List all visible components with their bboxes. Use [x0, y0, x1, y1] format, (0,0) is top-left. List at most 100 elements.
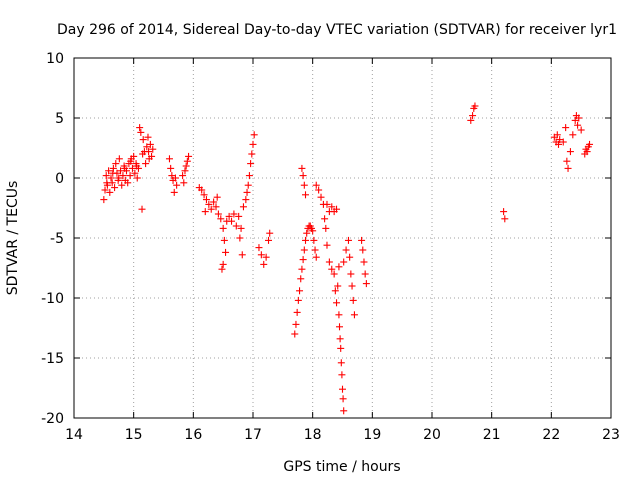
data-point — [167, 164, 175, 172]
data-point — [563, 157, 571, 165]
data-point — [235, 212, 243, 220]
data-point — [336, 335, 344, 343]
data-point — [266, 229, 274, 237]
x-axis-label: GPS time / hours — [283, 459, 400, 475]
data-point — [230, 210, 238, 218]
data-point — [312, 181, 320, 189]
data-point — [323, 200, 331, 208]
data-point — [297, 275, 305, 283]
data-point — [559, 138, 567, 146]
data-point — [331, 287, 339, 295]
data-point — [255, 244, 263, 252]
y-tick-labels: -20 -15 -10 -5 0 5 10 — [41, 51, 64, 427]
data-point — [328, 265, 336, 273]
data-point — [311, 246, 319, 254]
data-point — [262, 253, 270, 261]
data-points — [100, 102, 594, 415]
data-point — [237, 224, 245, 232]
data-point — [586, 140, 594, 148]
data-point — [144, 133, 152, 141]
data-point — [225, 212, 233, 220]
data-point — [245, 172, 253, 180]
data-point — [148, 152, 156, 160]
data-point — [200, 191, 208, 199]
data-point — [101, 186, 109, 194]
data-point — [171, 174, 179, 182]
data-point — [106, 188, 114, 196]
x-tick-label: 17 — [244, 427, 262, 443]
data-point — [309, 227, 317, 235]
data-point — [210, 198, 218, 206]
x-tick-label: 16 — [184, 427, 202, 443]
x-tick-label: 21 — [483, 427, 501, 443]
data-point — [242, 196, 250, 204]
data-point — [139, 136, 147, 144]
data-point — [299, 172, 307, 180]
data-point — [334, 282, 342, 290]
x-tick-label: 15 — [125, 427, 143, 443]
data-point — [323, 241, 331, 249]
data-point — [121, 164, 129, 172]
x-tick-labels: 14 15 16 17 18 19 20 21 22 23 — [65, 427, 620, 443]
data-point — [564, 164, 572, 172]
data-point — [146, 140, 154, 148]
data-point — [130, 152, 138, 160]
data-point — [469, 112, 477, 120]
data-point — [109, 164, 117, 172]
data-point — [105, 167, 113, 175]
data-point — [220, 236, 228, 244]
data-point — [219, 260, 227, 268]
data-point — [335, 311, 343, 319]
data-point — [202, 196, 210, 204]
x-tick-label: 20 — [423, 427, 441, 443]
grid-lines — [74, 58, 611, 418]
data-point — [294, 296, 302, 304]
data-point — [299, 256, 307, 264]
data-point — [350, 311, 358, 319]
data-point — [362, 280, 370, 288]
data-point — [181, 167, 189, 175]
data-point — [138, 205, 146, 213]
data-point — [500, 208, 508, 216]
y-tick-label: -5 — [50, 231, 64, 247]
data-point — [136, 124, 144, 132]
data-point — [137, 128, 145, 136]
data-point — [183, 157, 191, 165]
data-point — [133, 174, 141, 182]
data-point — [115, 155, 123, 163]
data-point — [119, 172, 127, 180]
y-tick-label: -15 — [41, 351, 64, 367]
data-point — [142, 160, 150, 168]
data-point — [292, 320, 300, 328]
data-point — [218, 265, 226, 273]
data-point — [212, 203, 220, 211]
data-point — [107, 174, 115, 182]
data-point — [239, 203, 247, 211]
data-point — [214, 210, 222, 218]
data-point — [333, 299, 341, 307]
data-point — [359, 246, 367, 254]
data-point — [111, 184, 119, 192]
data-point — [165, 155, 173, 163]
data-point — [115, 174, 123, 182]
data-point — [143, 143, 151, 151]
data-point — [328, 203, 336, 211]
data-point — [310, 236, 318, 244]
data-point — [168, 172, 176, 180]
chart-title: Day 296 of 2014, Sidereal Day-to-day VTE… — [57, 22, 617, 38]
data-point — [127, 157, 135, 165]
data-point — [103, 179, 111, 187]
data-point — [344, 236, 352, 244]
data-point — [149, 145, 157, 153]
data-point — [180, 179, 188, 187]
data-point — [346, 253, 354, 261]
data-point — [337, 359, 345, 367]
data-point — [179, 172, 187, 180]
data-point — [358, 236, 366, 244]
data-point — [243, 188, 251, 196]
data-point — [338, 371, 346, 379]
data-point — [348, 282, 356, 290]
data-point — [321, 215, 329, 223]
y-tick-label: -20 — [41, 411, 64, 427]
data-point — [298, 265, 306, 273]
